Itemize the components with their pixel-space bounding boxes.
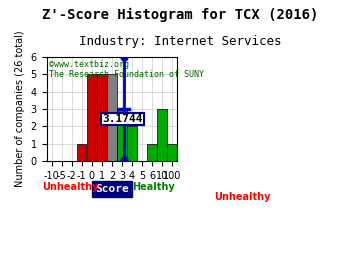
Bar [157,109,167,161]
Bar [107,74,117,161]
Text: ©www.textbiz.org: ©www.textbiz.org [49,60,129,69]
Text: 3.1744: 3.1744 [102,114,143,124]
Text: Unhealthy: Unhealthy [214,192,271,202]
Bar [87,74,96,161]
Bar [97,74,107,161]
Bar [117,109,127,161]
Y-axis label: Number of companies (26 total): Number of companies (26 total) [15,31,25,187]
Text: Score: Score [95,184,129,194]
Text: Unhealthy: Unhealthy [42,182,98,192]
Bar [127,126,137,161]
Bar [77,144,86,161]
Text: Industry: Internet Services: Industry: Internet Services [79,35,281,48]
Text: The Research Foundation of SUNY: The Research Foundation of SUNY [49,70,204,79]
Bar [147,144,157,161]
Text: Healthy: Healthy [132,182,175,192]
Text: Z'-Score Histogram for TCX (2016): Z'-Score Histogram for TCX (2016) [42,8,318,22]
Bar [167,144,177,161]
